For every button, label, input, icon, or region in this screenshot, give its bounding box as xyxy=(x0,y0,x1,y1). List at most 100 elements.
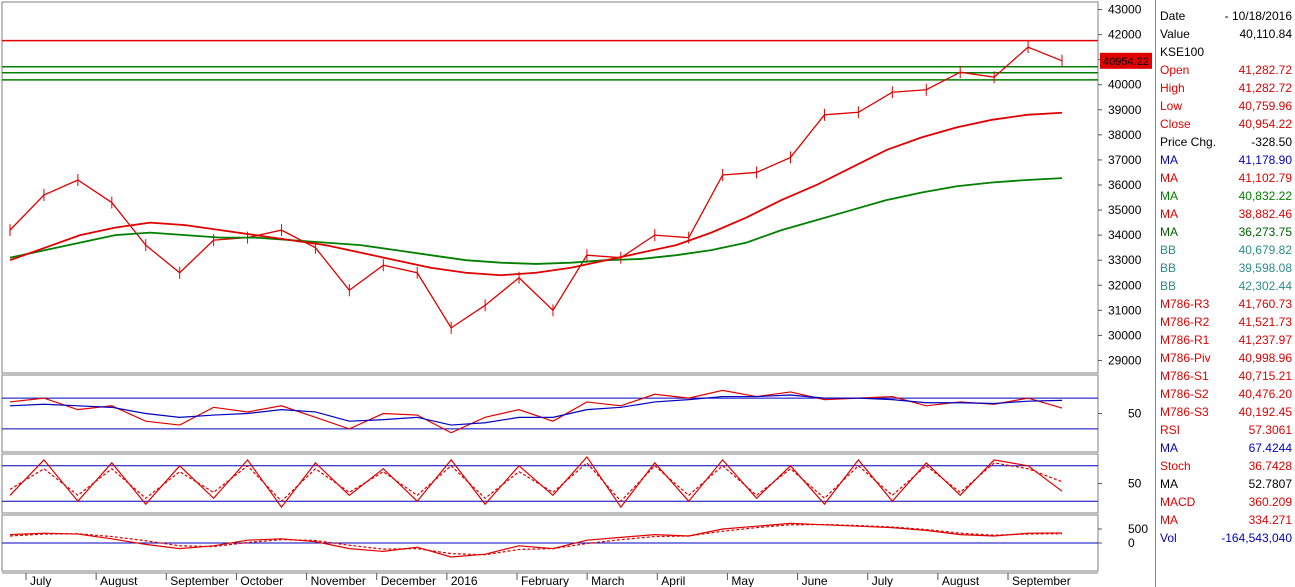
data-window-value: 41,282.72 xyxy=(1238,63,1292,77)
indicator-tick-label: 50 xyxy=(1128,407,1142,421)
data-window-row: MA 67.4244 xyxy=(1156,439,1295,457)
data-window-value: 41,237.97 xyxy=(1238,333,1292,347)
data-window-label: M786-R1 xyxy=(1160,333,1210,347)
data-window-value: 360.209 xyxy=(1248,495,1292,509)
x-tick-label: November xyxy=(311,574,366,587)
data-window-label: RSI xyxy=(1160,423,1181,437)
data-window-label: MA xyxy=(1160,441,1178,455)
data-window-value: 41,178.90 xyxy=(1238,153,1292,167)
data-window-row: MA 52.7807 xyxy=(1156,475,1295,493)
data-window-value: 41,282.72 xyxy=(1238,81,1292,95)
indicator-series-line xyxy=(9,523,1063,556)
data-window-label: Open xyxy=(1160,63,1190,77)
data-window-value: 40,715.21 xyxy=(1238,369,1292,383)
y-tick-label: 37000 xyxy=(1108,153,1142,167)
data-window-label: BB xyxy=(1160,243,1177,257)
data-window-row: MA 40,832.22 xyxy=(1156,187,1295,205)
x-tick-label: June xyxy=(802,574,828,587)
data-window-label: Price Chg. xyxy=(1160,135,1217,149)
last-price-box xyxy=(1100,52,1152,69)
data-window-value: 40,832.22 xyxy=(1238,189,1292,203)
y-tick-label: 35000 xyxy=(1108,203,1142,217)
data-window-row: M786-R3 41,760.73 xyxy=(1156,295,1295,313)
data-window-row: BB 40,679.82 xyxy=(1156,241,1295,259)
data-window-value: -328.50 xyxy=(1251,135,1292,149)
x-tick-label: March xyxy=(591,574,624,587)
data-window-label: MA xyxy=(1160,513,1178,527)
data-window-value: 42,302.44 xyxy=(1238,279,1292,293)
data-window-row: MA 334.271 xyxy=(1156,511,1295,529)
data-window-value: - 10/18/2016 xyxy=(1224,9,1292,23)
data-window-label: MA xyxy=(1160,207,1178,221)
y-tick-label: 40000 xyxy=(1108,78,1142,92)
data-window-row: MACD 360.209 xyxy=(1156,493,1295,511)
data-window-value: 38,882.46 xyxy=(1238,207,1292,221)
data-window-row: M786-Piv 40,998.96 xyxy=(1156,349,1295,367)
y-tick-label: 33000 xyxy=(1108,253,1142,267)
data-window-label: Date xyxy=(1160,9,1186,23)
indicator-series-line xyxy=(9,389,1063,434)
data-window-row: M786-S3 40,192.45 xyxy=(1156,403,1295,421)
data-window-label: MA xyxy=(1160,153,1178,167)
data-window-value: 41,102.79 xyxy=(1238,171,1292,185)
data-window-row: Close 40,954.22 xyxy=(1156,115,1295,133)
data-window-value: 52.7807 xyxy=(1248,477,1292,491)
data-window-row: RSI 57.3061 xyxy=(1156,421,1295,439)
x-tick-label: February xyxy=(521,574,569,587)
kse100-chart[interactable]: 29000 30000 31000 32000 33000 34000 35000 36000… xyxy=(0,0,1155,587)
data-window-label: MA xyxy=(1160,477,1178,491)
data-window-label: M786-S3 xyxy=(1160,405,1209,419)
data-window-row: MA 41,178.90 xyxy=(1156,151,1295,169)
data-window-value: 334.271 xyxy=(1248,513,1292,527)
data-window-row: MA 38,882.46 xyxy=(1156,205,1295,223)
x-tick-label: April xyxy=(661,574,685,587)
data-window-label: MA xyxy=(1160,225,1178,239)
data-window-value: 67.4244 xyxy=(1248,441,1292,455)
data-window-value: 36,273.75 xyxy=(1238,225,1292,239)
data-window-row: Low 40,759.96 xyxy=(1156,97,1295,115)
y-tick-label: 32000 xyxy=(1108,278,1142,292)
pane-frame xyxy=(1,453,1099,514)
data-window-row: M786-S2 40,476.20 xyxy=(1156,385,1295,403)
data-window-label: Low xyxy=(1160,99,1183,113)
data-window-label: M786-S2 xyxy=(1160,387,1209,401)
data-window-row: BB 42,302.44 xyxy=(1156,277,1295,295)
price-series-line xyxy=(9,177,1063,265)
indicator-series-line xyxy=(9,455,1063,509)
data-window-row: Price Chg. -328.50 xyxy=(1156,133,1295,151)
data-window-label: Stoch xyxy=(1160,459,1191,473)
x-tick-label: September xyxy=(170,574,229,587)
data-window-label: M786-R3 xyxy=(1160,297,1210,311)
data-window-label: BB xyxy=(1160,279,1177,293)
data-window-value: 57.3061 xyxy=(1248,423,1292,437)
data-window-label: Close xyxy=(1160,117,1191,131)
data-window-label: Vol xyxy=(1160,531,1177,545)
data-window-label: High xyxy=(1160,81,1185,95)
data-window-value: 40,679.82 xyxy=(1238,243,1292,257)
data-window-row: M786-S1 40,715.21 xyxy=(1156,367,1295,385)
price-series-line xyxy=(9,111,1063,277)
data-window-label: M786-R2 xyxy=(1160,315,1210,329)
price-series-line xyxy=(9,46,1063,329)
data-window-label: BB xyxy=(1160,261,1177,275)
indicator-tick-label: 50 xyxy=(1128,477,1142,491)
y-tick-label: 31000 xyxy=(1108,303,1142,317)
data-window-value: 40,110.84 xyxy=(1239,27,1293,41)
x-tick-label: August xyxy=(100,574,138,587)
data-window-row: Date - 10/18/2016 xyxy=(1156,7,1295,25)
data-window-label: MA xyxy=(1160,189,1178,203)
data-window-label: M786-Piv xyxy=(1160,351,1211,365)
pane-frame xyxy=(1,374,1099,453)
x-tick-label: August xyxy=(942,574,980,587)
data-window-value: 41,521.73 xyxy=(1238,315,1292,329)
data-window-value: 41,760.73 xyxy=(1238,297,1292,311)
x-tick-label: July xyxy=(872,574,893,587)
x-tick-label: July xyxy=(30,574,51,587)
data-window-value: 40,759.96 xyxy=(1238,99,1292,113)
pane-frame xyxy=(1,1,1099,374)
data-window-row: Open 41,282.72 xyxy=(1156,61,1295,79)
data-window-row: KSE100 xyxy=(1156,43,1295,61)
x-tick-label: September xyxy=(1012,574,1071,587)
indicator-tick-label: 0 xyxy=(1128,536,1135,550)
data-window-row: Vol -164,543,040 xyxy=(1156,529,1295,547)
